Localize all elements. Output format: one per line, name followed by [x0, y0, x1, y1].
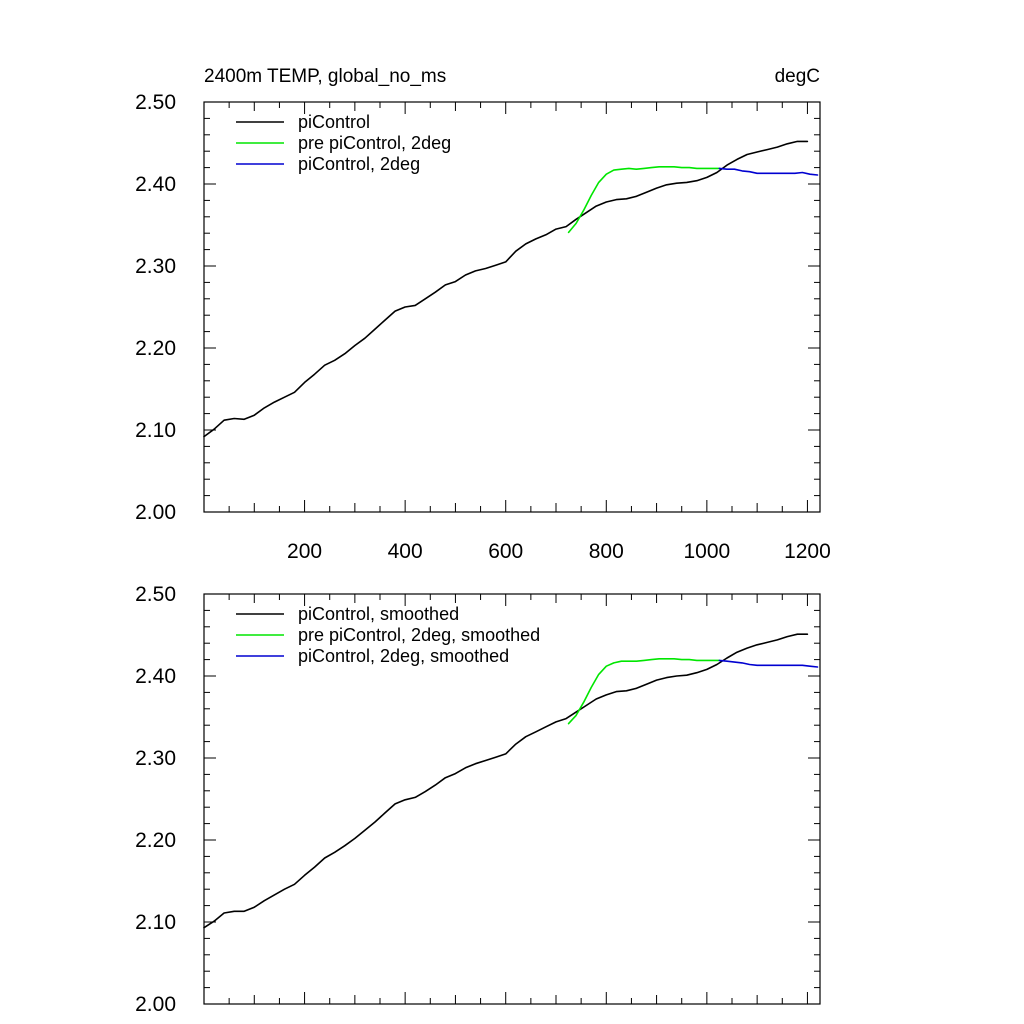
x-tick-label: 800 — [589, 540, 624, 563]
legend-label: pre piControl, 2deg, smoothed — [298, 625, 540, 645]
x-tick-label: 1200 — [784, 540, 831, 563]
plot-frame — [203, 101, 821, 513]
series-line-2 — [567, 166, 721, 234]
series-line-3 — [718, 659, 819, 668]
x-axis: 200 400 600 800 1000 1200 — [203, 102, 831, 563]
legend-label: piControl, 2deg — [298, 154, 420, 174]
legend-label: piControl, 2deg, smoothed — [298, 646, 509, 666]
y-tick-label: 2.20 — [135, 337, 176, 360]
x-tick-label: 1000 — [683, 540, 730, 563]
plot-frame — [203, 593, 821, 1005]
chart-title: 2400m TEMP, global_no_ms — [204, 66, 446, 87]
top-panel: 2400m TEMP, global_no_ms degC 2.002.102.… — [135, 66, 831, 563]
legend-label: pre piControl, 2deg — [298, 133, 451, 153]
y-tick-label: 2.40 — [135, 173, 176, 196]
units-label: degC — [775, 66, 820, 87]
y-axis: 2.00 2.10 2.20 2.30 2.40 2.50 — [135, 91, 820, 524]
y-tick-label: 2.10 — [135, 419, 176, 442]
y-tick-label: 2.50 — [135, 91, 176, 114]
legend-label: piControl, smoothed — [298, 604, 459, 624]
plot-area — [203, 140, 819, 438]
x-tick-label: 200 — [287, 540, 322, 563]
y-axis: 2.00 2.10 2.20 2.30 2.40 2.50 — [135, 583, 820, 1016]
legend-label: piControl — [298, 112, 370, 132]
y-tick-label: 2.50 — [135, 583, 176, 606]
series-line-3 — [718, 167, 819, 176]
series-line-1 — [203, 633, 809, 929]
y-tick-label: 2.20 — [135, 829, 176, 852]
y-tick-label: 2.00 — [135, 501, 176, 524]
y-tick-label: 2.00 — [135, 993, 176, 1016]
y-tick-label: 2.30 — [135, 255, 176, 278]
x-tick-label: 600 — [488, 540, 523, 563]
series-line-2 — [567, 657, 721, 725]
y-tick-label: 2.40 — [135, 665, 176, 688]
plot-area — [203, 633, 819, 929]
y-tick-label: 2.30 — [135, 747, 176, 770]
x-tick-label: 400 — [388, 540, 423, 563]
series-line-1 — [203, 140, 809, 438]
bottom-panel: 2.00 2.10 2.20 2.30 2.40 2.50 piControl, smoo… — [135, 583, 821, 1016]
y-tick-label: 2.10 — [135, 911, 176, 934]
